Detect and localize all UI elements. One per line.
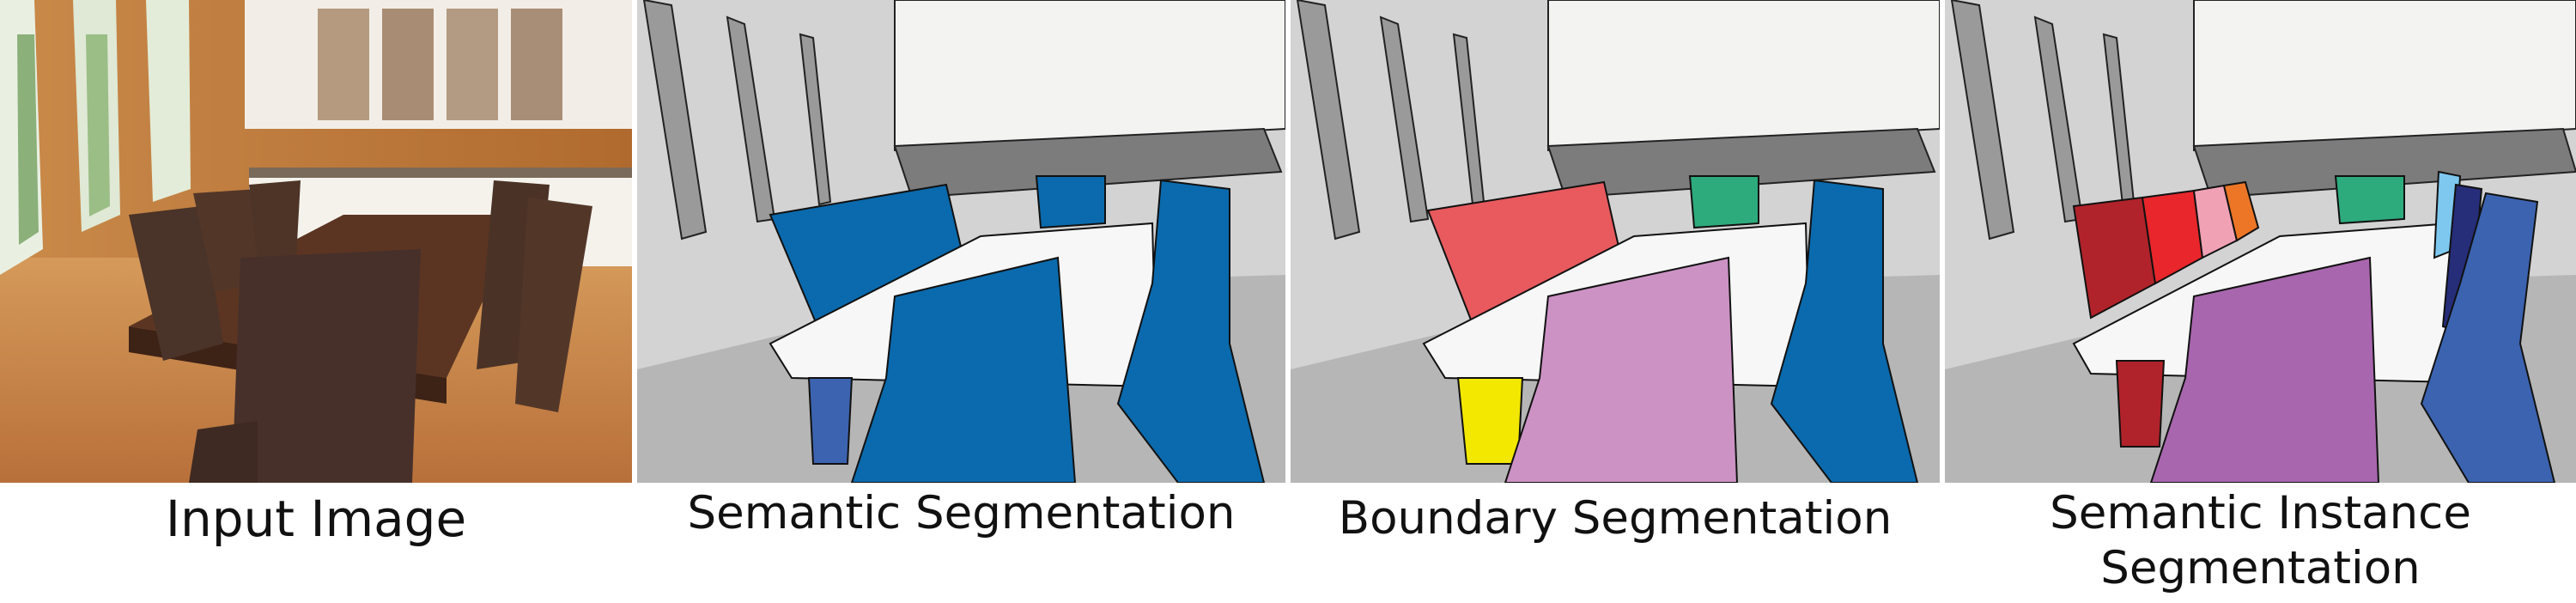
- counter-region: [1546, 127, 1936, 199]
- caption-semantic-segmentation: Semantic Segmentation: [687, 487, 1236, 539]
- window-region: [642, 0, 708, 241]
- chair-region: [2222, 180, 2260, 242]
- chair-region: [2149, 256, 2380, 483]
- chair-region: [2420, 192, 2556, 483]
- caption-input-image: Input Image: [165, 490, 467, 548]
- caption-boundary-segmentation: Boundary Segmentation: [1338, 492, 1893, 545]
- ceiling-region: [894, 0, 1285, 152]
- window-region: [1950, 0, 2015, 241]
- boundary-segmentation-panel: [1291, 0, 1940, 483]
- chair-region: [1504, 256, 1739, 483]
- boundary-segmentation-map: [1291, 0, 1940, 483]
- instance-segmentation-map: [1945, 0, 2576, 483]
- chair-leg-region: [2115, 360, 2166, 448]
- ceiling-region: [2193, 0, 2576, 152]
- caption-instance-segmentation: Semantic Instance Segmentation: [1945, 486, 2576, 595]
- counter-region: [2192, 127, 2576, 199]
- chair-region: [1116, 179, 1266, 483]
- window-region: [799, 33, 832, 206]
- semantic-segmentation-map: [637, 0, 1285, 483]
- caption-instance-line2: Segmentation: [2100, 541, 2421, 594]
- chair-region: [2334, 175, 2405, 225]
- chair-region: [850, 256, 1077, 483]
- instance-segmentation-panel: [1945, 0, 2576, 483]
- input-image-panel: [0, 0, 632, 483]
- input-image: [0, 0, 632, 483]
- chair-region: [1035, 175, 1106, 229]
- chair-region: [1456, 377, 1524, 465]
- counter-region: [893, 127, 1283, 199]
- caption-instance-line1: Semantic Instance: [2050, 487, 2471, 539]
- chair-region: [1688, 175, 1759, 229]
- chair-region: [1770, 179, 1919, 483]
- semantic-segmentation-panel: [637, 0, 1285, 483]
- window-region: [1379, 15, 1430, 223]
- ceiling-region: [1547, 0, 1940, 152]
- window-region: [1296, 0, 1361, 241]
- chair-leg-region: [807, 377, 854, 465]
